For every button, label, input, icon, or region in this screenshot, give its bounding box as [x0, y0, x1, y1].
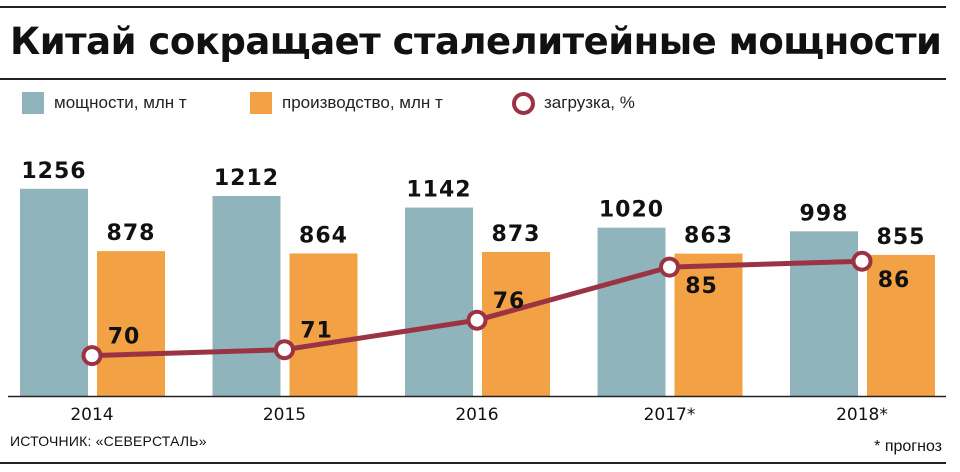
capacity-bar	[405, 207, 473, 396]
capacity-bar	[790, 231, 858, 396]
utilization-value-label: 70	[108, 325, 141, 350]
utilization-value-label: 86	[878, 268, 911, 293]
legend-label-production: производство, млн т	[282, 93, 443, 112]
utilization-line	[91, 258, 863, 359]
x-tick-label: 2014	[70, 405, 113, 425]
legend-swatch-capacity	[22, 92, 44, 114]
utilization-marker	[81, 345, 103, 367]
legend-marker-utilization	[512, 92, 535, 115]
production-bar	[674, 253, 743, 396]
top-rule	[0, 6, 946, 8]
utilization-marker	[466, 309, 488, 331]
x-tick-label: 2016	[455, 405, 498, 425]
capacity-value-label: 1212	[214, 166, 279, 191]
utilization-value-label: 76	[493, 289, 526, 314]
capacity-value-label: 998	[800, 201, 849, 226]
legend-swatch-production	[250, 92, 272, 114]
capacity-bar	[597, 227, 666, 396]
utilization-marker	[659, 256, 680, 278]
production-bar	[97, 251, 165, 396]
capacity-value-label: 1256	[21, 159, 86, 184]
production-value-label: 864	[299, 223, 348, 248]
utilization-marker	[274, 339, 295, 361]
capacity-bar	[212, 196, 281, 396]
production-value-label: 863	[684, 224, 733, 249]
legend-label-utilization: загрузка, %	[544, 93, 635, 112]
capacity-bar	[20, 188, 88, 396]
bottom-rule	[0, 462, 946, 464]
title-rule	[0, 78, 946, 80]
x-tick-label: 2017*	[644, 405, 696, 425]
legend-label-capacity: мощности, млн т	[54, 93, 187, 112]
production-bar	[482, 251, 550, 396]
x-tick-label: 2015	[263, 405, 306, 425]
utilization-value-label: 85	[685, 274, 718, 299]
source-note: ИСТОЧНИК: «СЕВЕРСТАЛЬ»	[10, 433, 207, 449]
x-tick-label: 2018*	[836, 405, 888, 425]
utilization-value-label: 71	[300, 319, 333, 344]
capacity-value-label: 1020	[599, 198, 664, 223]
production-value-label: 873	[492, 222, 541, 247]
chart-title: Китай сокращает сталелитейные мощности	[10, 20, 942, 63]
production-value-label: 878	[107, 221, 156, 246]
production-value-label: 855	[877, 225, 926, 250]
production-bar	[867, 254, 935, 396]
production-bar	[289, 253, 358, 396]
capacity-value-label: 1142	[406, 178, 471, 203]
forecast-footnote: * прогноз	[874, 438, 942, 455]
utilization-marker	[851, 250, 873, 272]
